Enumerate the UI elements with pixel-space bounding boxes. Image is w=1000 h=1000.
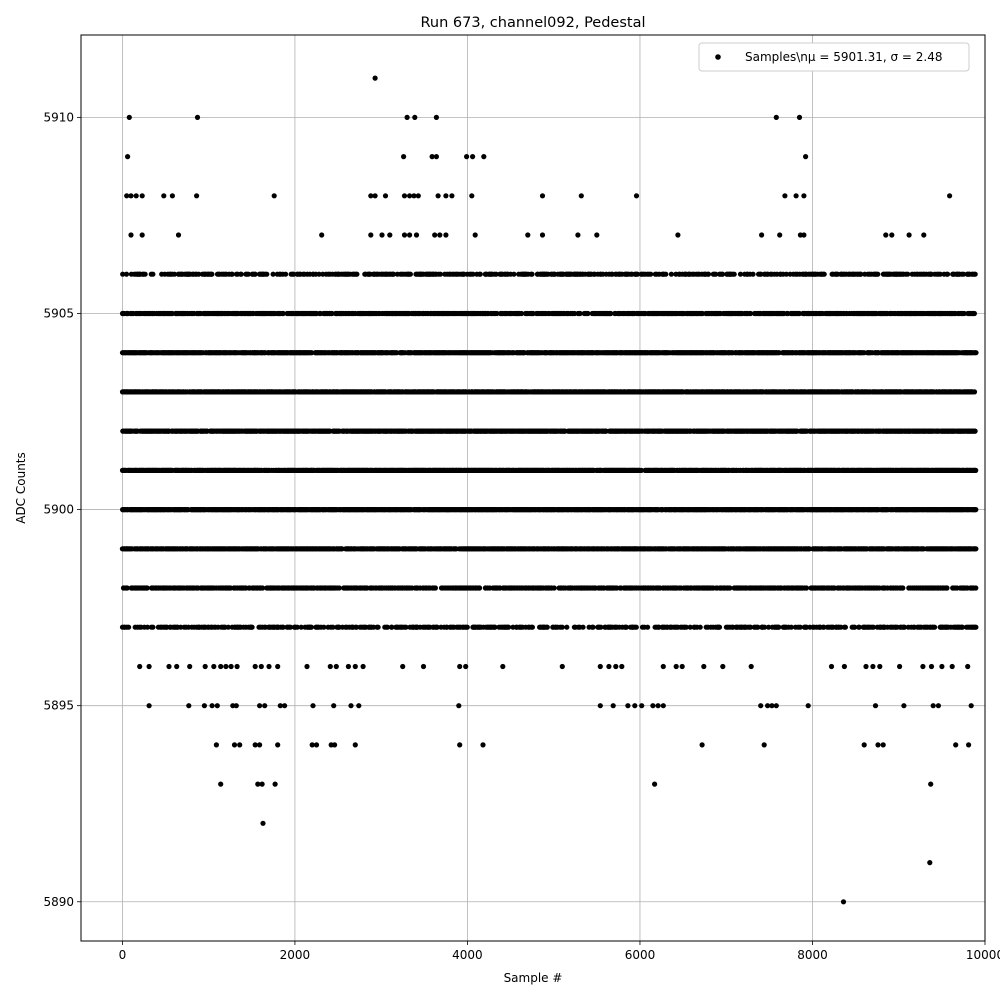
data-point (225, 624, 231, 630)
data-point (124, 585, 130, 591)
data-point (123, 271, 130, 277)
data-point (196, 271, 202, 277)
data-point (559, 624, 565, 630)
data-point (529, 624, 536, 630)
data-point (126, 624, 132, 630)
data-point (464, 624, 470, 630)
data-point (645, 624, 651, 630)
data-point (270, 271, 276, 277)
data-point (229, 271, 235, 277)
data-point (375, 624, 381, 630)
data-point (407, 271, 413, 277)
data-point (432, 585, 438, 591)
data-point (209, 271, 215, 277)
data-point (252, 271, 258, 277)
data-point (477, 585, 483, 591)
data-point (144, 585, 150, 591)
data-point (298, 624, 304, 630)
data-point (590, 624, 596, 630)
data-point (633, 624, 639, 630)
data-point (283, 271, 289, 277)
data-point (171, 271, 178, 277)
data-point (529, 271, 535, 277)
data-point (477, 271, 483, 277)
data-point (280, 624, 286, 630)
data-point (294, 624, 300, 630)
data-point (291, 271, 297, 277)
data-point (249, 624, 255, 630)
data-point (150, 271, 156, 277)
data-point (150, 624, 156, 630)
data-point (564, 624, 570, 630)
data-points (119, 75, 979, 905)
data-point (580, 624, 586, 630)
data-point (264, 271, 270, 277)
data-point (354, 271, 360, 277)
data-point (336, 585, 342, 591)
data-point (142, 271, 148, 277)
data-point (238, 271, 244, 277)
data-point (308, 624, 314, 630)
data-point (511, 271, 517, 277)
data-point (287, 624, 294, 630)
data-point (280, 310, 286, 317)
data-point (544, 624, 550, 630)
data-point (260, 585, 266, 591)
data-point (245, 271, 251, 277)
data-point (120, 271, 126, 277)
data-point (144, 624, 151, 630)
data-point (551, 585, 557, 591)
